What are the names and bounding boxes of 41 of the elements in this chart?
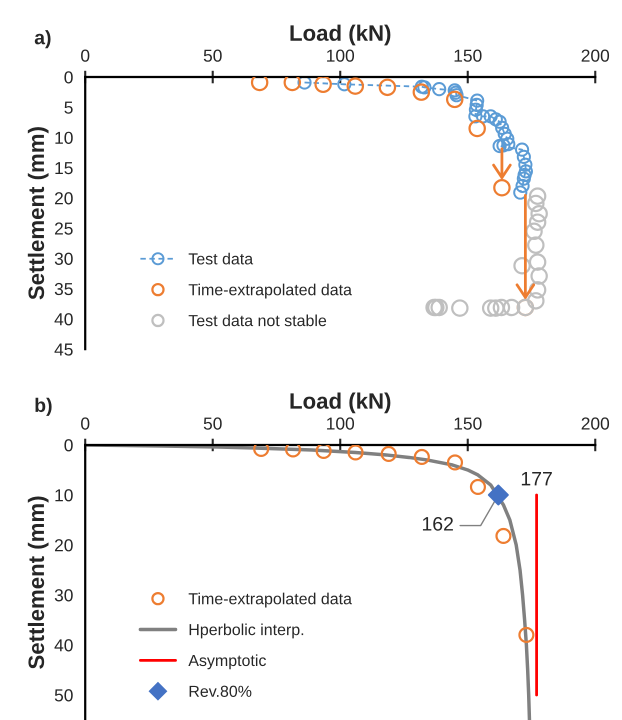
y-tick-label: 35 bbox=[54, 282, 73, 296]
y-tick-label: 5 bbox=[64, 102, 73, 114]
y-tick-label: 40 bbox=[54, 313, 73, 326]
y-tick-label: 30 bbox=[54, 252, 73, 265]
legend-label: Asymptotic bbox=[188, 654, 266, 670]
y-tick-label: 10 bbox=[55, 132, 73, 144]
y-tick-label: 20 bbox=[54, 539, 73, 552]
y-axis-title: Settlement (mm) bbox=[28, 127, 49, 300]
y-tick-label: 30 bbox=[54, 589, 73, 602]
annotation: 162 bbox=[422, 516, 453, 531]
x-tick-label: 150 bbox=[454, 50, 482, 62]
x-tick-label: 100 bbox=[327, 417, 354, 430]
y-tick-label: 15 bbox=[55, 162, 73, 174]
x-tick-label: 0 bbox=[81, 417, 90, 430]
chart-title: a) bbox=[34, 30, 51, 48]
legend-label: Hperbolic interp. bbox=[190, 624, 304, 638]
legend-label: Time-extrapolated data bbox=[188, 284, 352, 299]
y-tick-label: 0 bbox=[64, 439, 73, 452]
x-tick-label: 100 bbox=[327, 50, 354, 62]
x-tick-label: 200 bbox=[582, 417, 610, 430]
y-tick-label: 40 bbox=[54, 639, 73, 652]
x-tick-label: 200 bbox=[582, 50, 610, 62]
legend-label: Test data bbox=[188, 252, 254, 264]
x-tick-label: 50 bbox=[204, 50, 222, 62]
y-tick-label: 45 bbox=[54, 344, 73, 356]
x-axis-title: Load (kN) bbox=[290, 24, 390, 46]
y-tick-label: 10 bbox=[55, 489, 73, 502]
legend-label: Test data not stable bbox=[188, 314, 326, 326]
x-tick-label: 50 bbox=[204, 417, 222, 430]
y-tick-label: 25 bbox=[54, 222, 73, 235]
annotation: 177 bbox=[522, 472, 552, 486]
x-axis-title: Load (kN) bbox=[290, 392, 390, 414]
y-tick-label: 50 bbox=[54, 689, 73, 702]
chart-title: b) bbox=[35, 398, 52, 416]
y-tick-label: 20 bbox=[54, 192, 73, 204]
legend-label: Time-extrapolated data bbox=[188, 592, 352, 608]
x-tick-label: 150 bbox=[454, 417, 482, 430]
x-tick-label: 0 bbox=[81, 50, 90, 62]
y-tick-label: 0 bbox=[64, 71, 73, 84]
legend-label: Rev.80% bbox=[190, 686, 252, 697]
y-axis-title: Settlement (mm) bbox=[28, 496, 49, 669]
